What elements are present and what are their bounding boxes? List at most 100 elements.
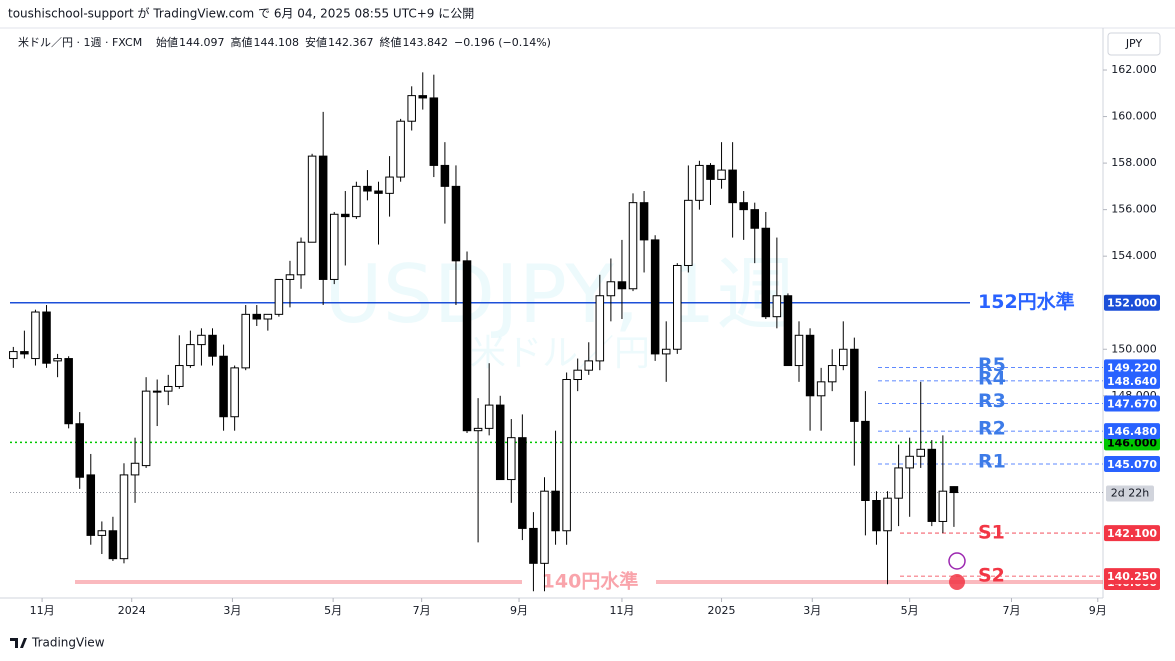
x-tick-label: 3月 <box>803 604 821 617</box>
candle-body <box>783 295 793 367</box>
candle-body <box>230 367 239 418</box>
candle-body <box>186 344 195 367</box>
candle-body <box>152 390 162 393</box>
candle-body <box>418 95 428 99</box>
candle-body <box>440 164 450 187</box>
candle-body <box>429 97 439 166</box>
price-box-label: 140.250 <box>1107 570 1157 583</box>
pivot-name: R3 <box>978 390 1006 412</box>
candle-body <box>562 379 571 532</box>
candle-body <box>916 448 925 457</box>
candle-body <box>827 365 837 383</box>
candle-body <box>396 120 405 178</box>
candle-body <box>750 209 760 229</box>
candle-body <box>141 390 151 467</box>
price-box-label: 145.070 <box>1107 458 1157 471</box>
candle-body <box>318 155 328 280</box>
candle-body <box>805 334 815 397</box>
y-tick-label: 162.000 <box>1111 63 1157 76</box>
candle-body <box>274 278 284 315</box>
candle-body <box>31 311 40 360</box>
price-box <box>1104 423 1160 440</box>
candle-body <box>307 155 317 243</box>
candle-body <box>839 348 848 367</box>
x-tick-label: 5月 <box>901 604 919 617</box>
candle-body <box>495 404 505 481</box>
x-tick-label: 5月 <box>324 604 342 617</box>
candle-body <box>208 334 217 357</box>
ohlc-value: 144.108 <box>254 36 300 49</box>
candle-body <box>772 295 782 318</box>
candle-body <box>551 490 560 532</box>
candle-body <box>163 385 173 392</box>
price-box <box>1104 455 1160 472</box>
x-tick-label: 9月 <box>510 604 528 617</box>
x-tick-label: 3月 <box>223 604 241 617</box>
candle-body <box>706 164 715 180</box>
candle-body <box>507 437 516 481</box>
candle-body <box>595 295 605 362</box>
currency[interactable]: JPY <box>1125 37 1143 50</box>
candle-body <box>451 185 461 262</box>
candle-body <box>739 202 748 211</box>
pivot-name: R4 <box>978 367 1006 389</box>
price-box-label: 149.220 <box>1107 361 1157 374</box>
x-tick-label: 9月 <box>1089 604 1107 617</box>
candle-body <box>108 530 118 560</box>
x-tick-label: 2025 <box>708 604 736 617</box>
candle-body <box>75 423 84 478</box>
candle-body <box>850 348 859 422</box>
level-name: 152円水準 <box>978 290 1075 313</box>
y-tick-label: 156.000 <box>1111 203 1157 216</box>
price-box-label: 152.000 <box>1107 297 1157 310</box>
candle-body <box>617 281 627 290</box>
price-box <box>1104 294 1160 311</box>
candle-body <box>794 334 804 367</box>
price-box <box>1104 568 1160 585</box>
ohlc-name: 高値 <box>231 35 253 49</box>
candle-body <box>296 241 306 276</box>
x-tick-label: 7月 <box>413 604 431 617</box>
price-box-label: 148.640 <box>1107 375 1157 388</box>
event-icons <box>948 552 966 590</box>
candle-body <box>42 311 51 364</box>
y-tick-label: 150.000 <box>1111 342 1157 355</box>
y-tick-label: 154.000 <box>1111 249 1157 262</box>
candle-body <box>761 227 771 318</box>
pivot-name: S1 <box>978 522 1005 544</box>
candle-body <box>883 497 892 532</box>
candle-body <box>9 351 18 360</box>
candle-body <box>20 351 29 355</box>
x-tick-label: 7月 <box>1002 604 1020 617</box>
candle-body <box>573 369 582 381</box>
candle-body <box>252 313 262 320</box>
tv-logo <box>10 638 27 648</box>
candle-body <box>97 530 107 536</box>
price-box <box>1104 525 1160 542</box>
candle-body <box>639 202 649 241</box>
candle-body <box>938 490 948 522</box>
candle-body <box>473 427 483 432</box>
candle-body <box>119 474 129 560</box>
currency-box[interactable] <box>1107 32 1161 56</box>
candle-body <box>518 437 527 529</box>
y-tick-label: 158.000 <box>1111 156 1157 169</box>
price-box <box>1104 359 1160 376</box>
countdown-box <box>1106 485 1154 502</box>
candle-body <box>263 313 273 320</box>
candle-body <box>728 169 737 204</box>
candle-body <box>650 239 660 355</box>
candle-body <box>86 474 96 536</box>
candle-body <box>130 462 140 476</box>
candle-body <box>816 381 826 397</box>
ohlc-value: 142.367 <box>328 36 374 49</box>
pivot-name: R2 <box>978 418 1006 440</box>
countdown: 2d 22h <box>1111 487 1149 500</box>
ohlc-name: 終値 <box>380 35 402 49</box>
pivot-name: R5 <box>978 354 1006 376</box>
candle-body <box>53 358 62 362</box>
ohlc-name: 始値 <box>156 35 178 49</box>
candle-body <box>717 169 726 180</box>
candle-body <box>949 486 959 494</box>
candle-body <box>684 199 693 266</box>
